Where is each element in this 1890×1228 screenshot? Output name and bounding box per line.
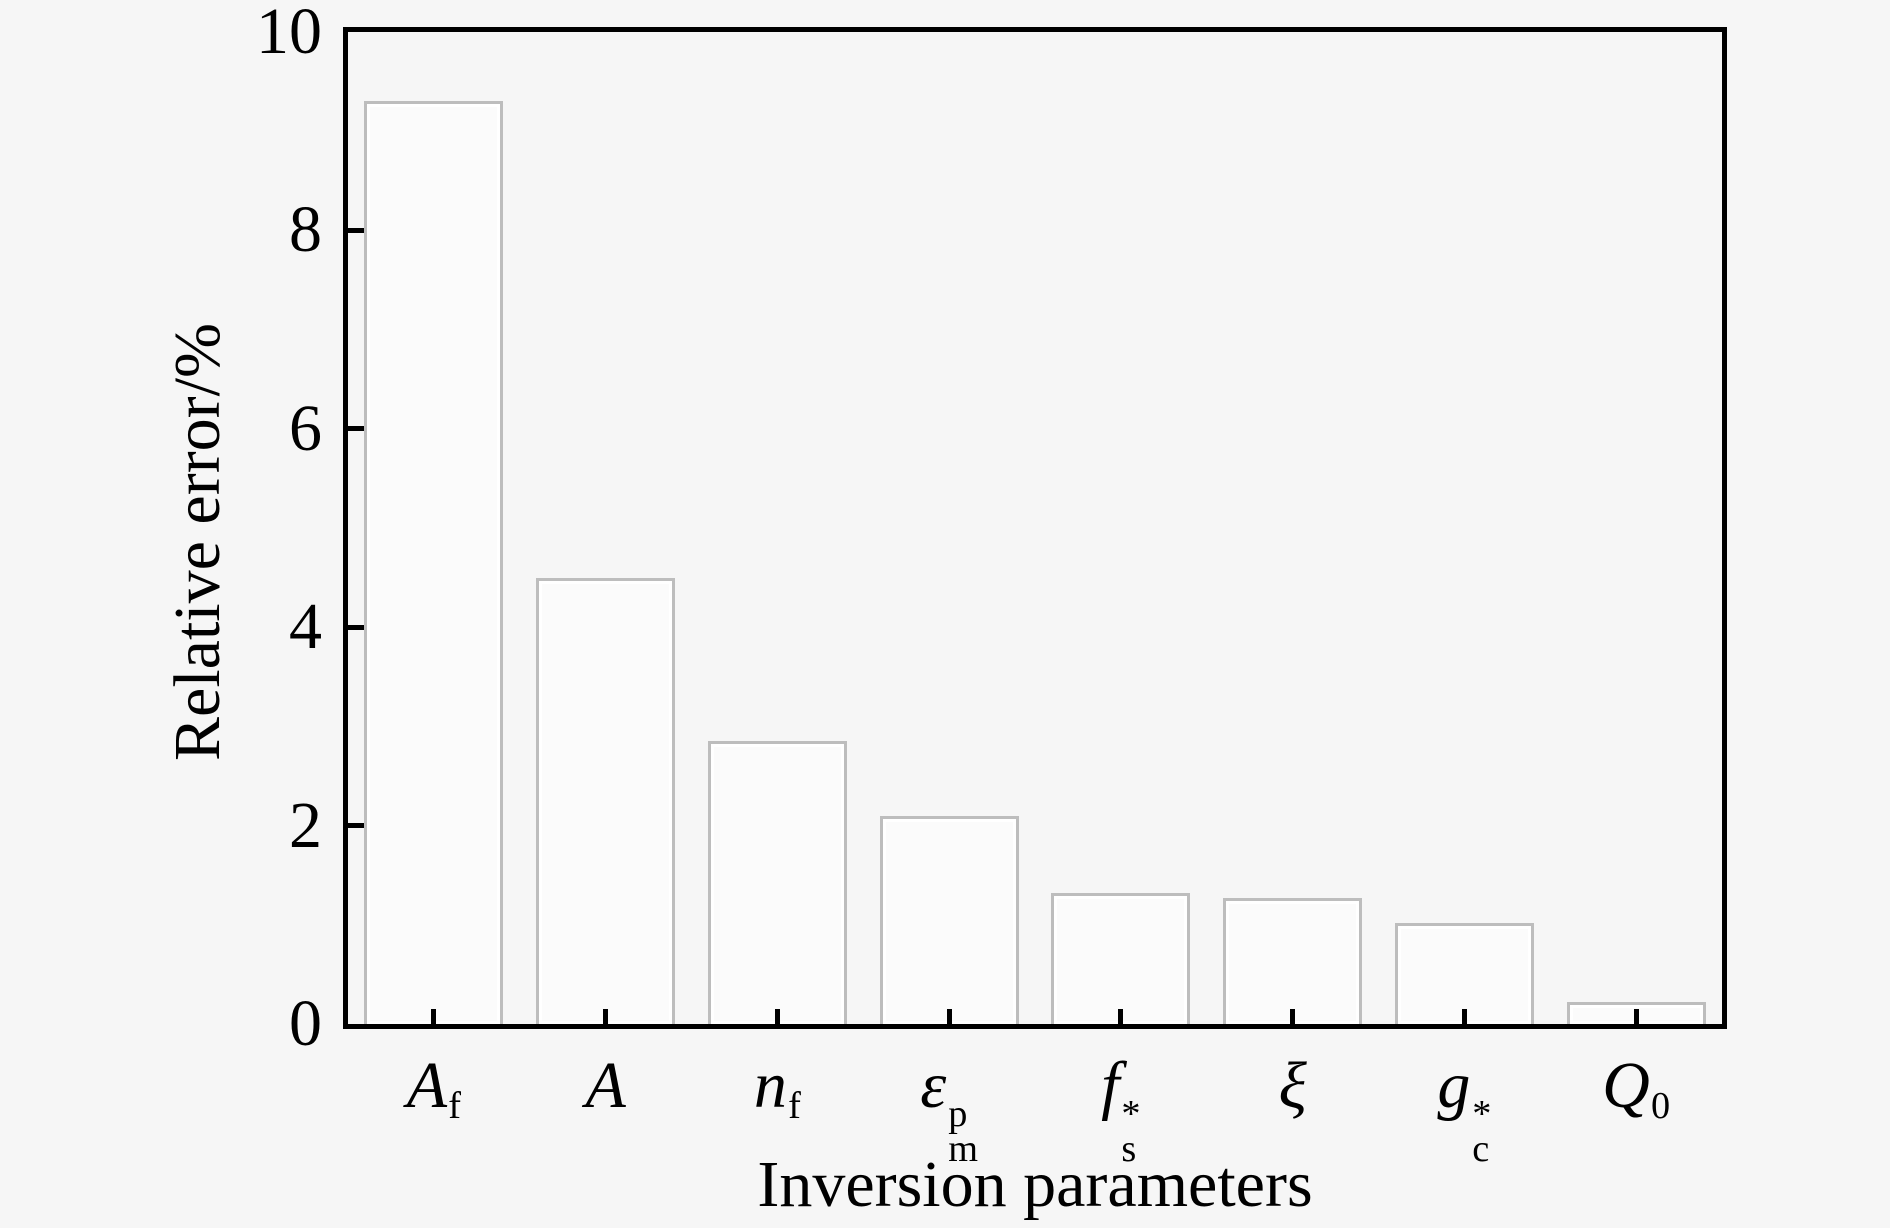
plot-area <box>343 27 1727 1029</box>
x-tick-label-base: n <box>753 1049 787 1122</box>
x-tick-label-base: f <box>1101 1049 1120 1122</box>
y-axis-tick <box>348 426 367 432</box>
x-tick-label-nf: nf <box>657 1048 897 1144</box>
x-tick-label-base: ξ <box>1278 1049 1307 1122</box>
y-axis-tick <box>348 823 367 829</box>
x-tick-label-xi: ξ <box>1173 1048 1413 1124</box>
y-tick-label: 4 <box>289 590 322 664</box>
x-tick-label-supsub: * c <box>1472 1093 1492 1168</box>
x-axis-tick <box>1461 1009 1467 1024</box>
x-tick-label-base: g <box>1437 1049 1471 1122</box>
x-tick-label-sub: f <box>788 1085 801 1128</box>
x-tick-label-gc*: g * c <box>1344 1048 1584 1168</box>
y-tick-label: 8 <box>289 193 322 267</box>
x-tick-label-base: A <box>585 1049 626 1122</box>
y-axis-tick <box>348 624 367 630</box>
x-axis-tick <box>774 1009 780 1024</box>
x-axis-tick <box>431 1009 437 1024</box>
x-tick-label-Q0: Q0 <box>1516 1048 1756 1144</box>
x-tick-label-base: Q <box>1602 1049 1650 1122</box>
bar-nf <box>707 741 847 1024</box>
y-tick-label: 0 <box>289 987 322 1060</box>
bar-emp <box>879 815 1019 1024</box>
x-tick-label-sub: 0 <box>1650 1085 1671 1128</box>
x-tick-label-A: A <box>486 1048 726 1124</box>
x-tick-label-sub: f <box>448 1085 461 1128</box>
y-axis-tick <box>348 227 367 233</box>
y-axis-title: Relative error/% <box>161 323 234 761</box>
x-axis-tick <box>1118 1009 1124 1024</box>
x-axis-tick <box>1290 1009 1296 1024</box>
x-tick-label-base: ε <box>920 1049 947 1122</box>
x-tick-label-base: A <box>406 1049 448 1122</box>
bar-fs* <box>1051 893 1191 1024</box>
x-tick-label-sub: s <box>1121 1127 1137 1170</box>
x-tick-label-Af: Af <box>314 1048 554 1144</box>
x-axis-tick <box>946 1009 952 1024</box>
x-tick-label-sup: p <box>948 1093 968 1136</box>
bar-gc* <box>1394 922 1534 1024</box>
x-axis-tick <box>603 1009 609 1024</box>
bar-A <box>536 577 676 1024</box>
bar-xi <box>1223 898 1363 1024</box>
y-tick-label: 2 <box>289 788 322 862</box>
y-tick-label: 10 <box>256 0 322 68</box>
x-axis-tick <box>1633 1009 1639 1024</box>
x-axis-title: Inversion parameters <box>757 1148 1313 1221</box>
x-tick-label-sub: c <box>1472 1127 1490 1170</box>
x-tick-label-sub: m <box>948 1127 978 1170</box>
x-tick-label-sup: * <box>1472 1093 1492 1136</box>
x-tick-label-supsub: * s <box>1121 1093 1141 1168</box>
bar-Af <box>364 101 504 1024</box>
x-tick-label-sup: * <box>1121 1093 1141 1136</box>
x-tick-label-fs*: f * s <box>1001 1048 1241 1168</box>
y-tick-label: 6 <box>289 391 322 465</box>
